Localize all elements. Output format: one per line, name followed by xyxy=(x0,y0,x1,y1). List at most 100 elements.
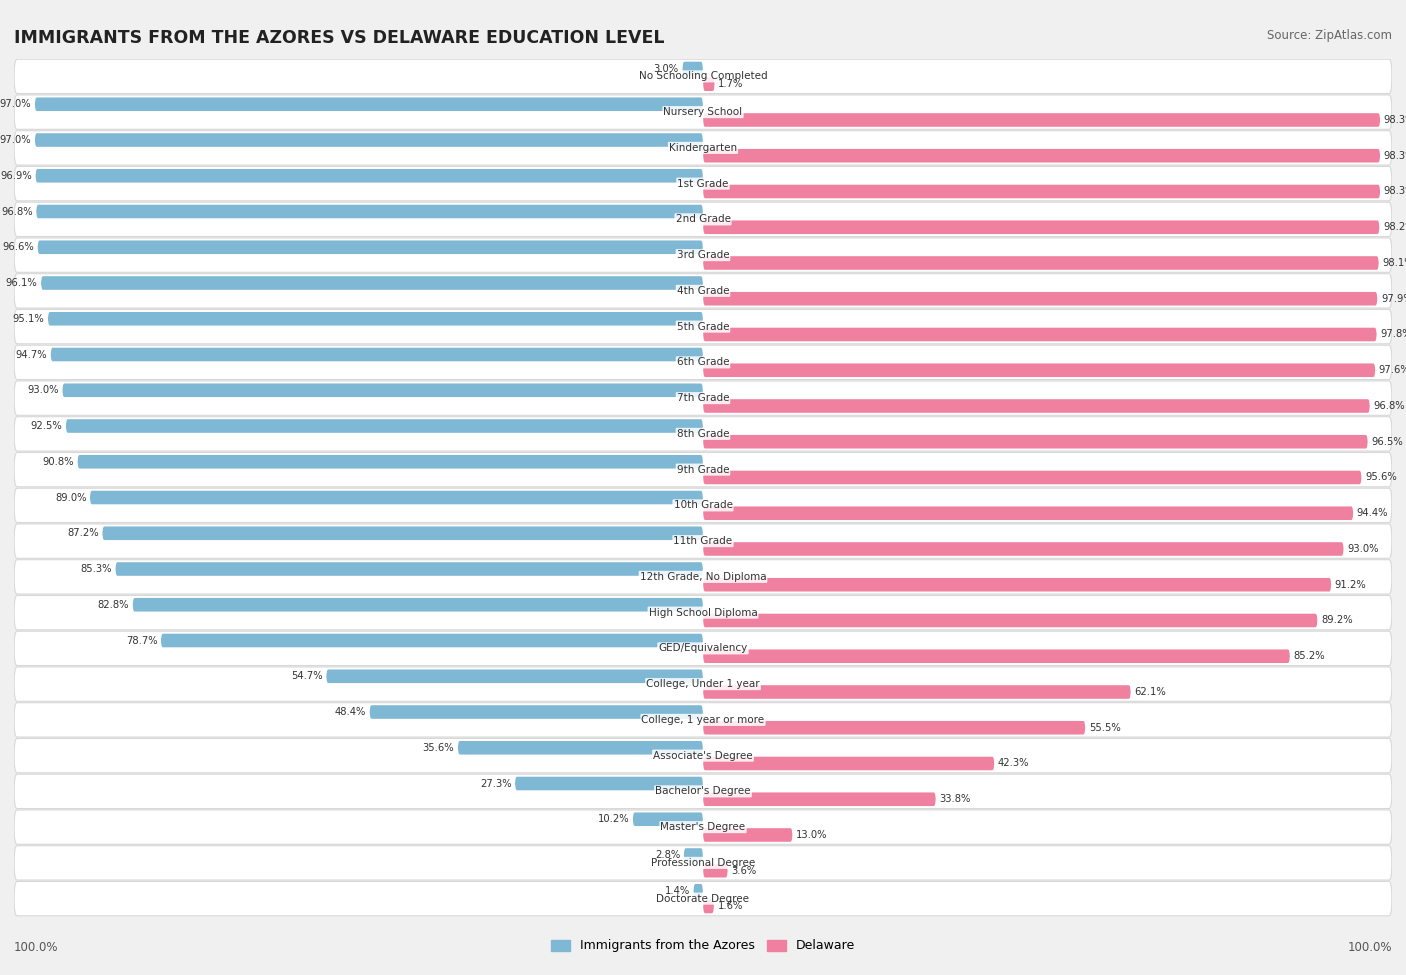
Text: 96.8%: 96.8% xyxy=(1374,401,1405,411)
Text: 10th Grade: 10th Grade xyxy=(673,500,733,510)
FancyBboxPatch shape xyxy=(703,471,1361,485)
Text: 4th Grade: 4th Grade xyxy=(676,286,730,295)
FancyBboxPatch shape xyxy=(77,455,703,469)
Text: 98.3%: 98.3% xyxy=(1384,115,1406,125)
Text: 96.9%: 96.9% xyxy=(0,171,32,180)
FancyBboxPatch shape xyxy=(14,202,1392,237)
FancyBboxPatch shape xyxy=(14,416,1392,451)
FancyBboxPatch shape xyxy=(14,810,1392,844)
Text: 3.0%: 3.0% xyxy=(654,63,679,73)
FancyBboxPatch shape xyxy=(703,542,1344,556)
Text: 3rd Grade: 3rd Grade xyxy=(676,251,730,260)
Text: 82.8%: 82.8% xyxy=(97,600,129,609)
Text: 35.6%: 35.6% xyxy=(423,743,454,753)
FancyBboxPatch shape xyxy=(326,670,703,683)
FancyBboxPatch shape xyxy=(41,276,703,290)
FancyBboxPatch shape xyxy=(90,490,703,504)
FancyBboxPatch shape xyxy=(703,900,714,914)
Text: GED/Equivalency: GED/Equivalency xyxy=(658,644,748,653)
FancyBboxPatch shape xyxy=(703,256,1379,270)
FancyBboxPatch shape xyxy=(682,61,703,75)
Text: 98.1%: 98.1% xyxy=(1382,258,1406,268)
FancyBboxPatch shape xyxy=(14,738,1392,773)
FancyBboxPatch shape xyxy=(703,757,994,770)
Text: 94.4%: 94.4% xyxy=(1357,508,1388,519)
Text: 96.6%: 96.6% xyxy=(3,242,34,253)
FancyBboxPatch shape xyxy=(703,399,1369,412)
Text: 89.0%: 89.0% xyxy=(55,492,86,502)
Text: 9th Grade: 9th Grade xyxy=(676,465,730,475)
FancyBboxPatch shape xyxy=(14,309,1392,344)
FancyBboxPatch shape xyxy=(703,364,1375,377)
Text: 1.7%: 1.7% xyxy=(718,79,744,90)
FancyBboxPatch shape xyxy=(633,812,703,826)
Text: Nursery School: Nursery School xyxy=(664,107,742,117)
Text: 54.7%: 54.7% xyxy=(291,671,323,682)
FancyBboxPatch shape xyxy=(48,312,703,326)
Text: 33.8%: 33.8% xyxy=(939,795,970,804)
FancyBboxPatch shape xyxy=(703,721,1085,734)
Text: 96.5%: 96.5% xyxy=(1371,437,1403,447)
Text: IMMIGRANTS FROM THE AZORES VS DELAWARE EDUCATION LEVEL: IMMIGRANTS FROM THE AZORES VS DELAWARE E… xyxy=(14,29,665,47)
Text: 27.3%: 27.3% xyxy=(479,778,512,789)
FancyBboxPatch shape xyxy=(14,167,1392,201)
FancyBboxPatch shape xyxy=(703,113,1381,127)
FancyBboxPatch shape xyxy=(703,184,1381,198)
FancyBboxPatch shape xyxy=(703,292,1378,305)
FancyBboxPatch shape xyxy=(703,328,1376,341)
FancyBboxPatch shape xyxy=(14,524,1392,559)
Text: 3.6%: 3.6% xyxy=(731,866,756,876)
FancyBboxPatch shape xyxy=(62,383,703,397)
Text: 7th Grade: 7th Grade xyxy=(676,393,730,403)
FancyBboxPatch shape xyxy=(703,613,1317,627)
FancyBboxPatch shape xyxy=(37,205,703,218)
FancyBboxPatch shape xyxy=(693,884,703,898)
Text: 78.7%: 78.7% xyxy=(125,636,157,645)
Text: 92.5%: 92.5% xyxy=(31,421,62,431)
Text: 10.2%: 10.2% xyxy=(598,814,630,824)
FancyBboxPatch shape xyxy=(14,881,1392,916)
FancyBboxPatch shape xyxy=(703,828,793,841)
Text: 87.2%: 87.2% xyxy=(67,528,98,538)
FancyBboxPatch shape xyxy=(14,95,1392,130)
FancyBboxPatch shape xyxy=(103,526,703,540)
FancyBboxPatch shape xyxy=(14,59,1392,94)
Text: 55.5%: 55.5% xyxy=(1088,722,1121,733)
Text: 42.3%: 42.3% xyxy=(998,759,1029,768)
FancyBboxPatch shape xyxy=(14,238,1392,272)
Text: 98.3%: 98.3% xyxy=(1384,186,1406,197)
Text: 12th Grade, No Diploma: 12th Grade, No Diploma xyxy=(640,572,766,582)
FancyBboxPatch shape xyxy=(14,560,1392,594)
Text: 96.8%: 96.8% xyxy=(1,207,32,216)
Text: 95.1%: 95.1% xyxy=(13,314,45,324)
Text: 90.8%: 90.8% xyxy=(42,456,75,467)
Text: 97.6%: 97.6% xyxy=(1379,366,1406,375)
Text: College, 1 year or more: College, 1 year or more xyxy=(641,715,765,724)
FancyBboxPatch shape xyxy=(703,220,1379,234)
FancyBboxPatch shape xyxy=(115,563,703,576)
Text: No Schooling Completed: No Schooling Completed xyxy=(638,71,768,81)
FancyBboxPatch shape xyxy=(14,381,1392,415)
FancyBboxPatch shape xyxy=(703,578,1331,592)
Text: 85.2%: 85.2% xyxy=(1294,651,1324,661)
FancyBboxPatch shape xyxy=(132,598,703,611)
FancyBboxPatch shape xyxy=(14,703,1392,737)
Text: 93.0%: 93.0% xyxy=(1347,544,1379,554)
FancyBboxPatch shape xyxy=(703,435,1368,449)
Text: 93.0%: 93.0% xyxy=(27,385,59,395)
Text: 100.0%: 100.0% xyxy=(1347,941,1392,954)
FancyBboxPatch shape xyxy=(160,634,703,647)
Text: 97.0%: 97.0% xyxy=(0,99,31,109)
Text: 94.7%: 94.7% xyxy=(15,349,48,360)
Text: 96.1%: 96.1% xyxy=(6,278,38,288)
Text: 2nd Grade: 2nd Grade xyxy=(675,214,731,224)
Text: 89.2%: 89.2% xyxy=(1322,615,1353,626)
Text: Doctorate Degree: Doctorate Degree xyxy=(657,894,749,904)
Text: Master's Degree: Master's Degree xyxy=(661,822,745,832)
Text: 1st Grade: 1st Grade xyxy=(678,178,728,188)
FancyBboxPatch shape xyxy=(703,506,1354,520)
FancyBboxPatch shape xyxy=(458,741,703,755)
Text: Bachelor's Degree: Bachelor's Degree xyxy=(655,787,751,797)
Text: 62.1%: 62.1% xyxy=(1135,687,1166,697)
FancyBboxPatch shape xyxy=(703,864,728,878)
